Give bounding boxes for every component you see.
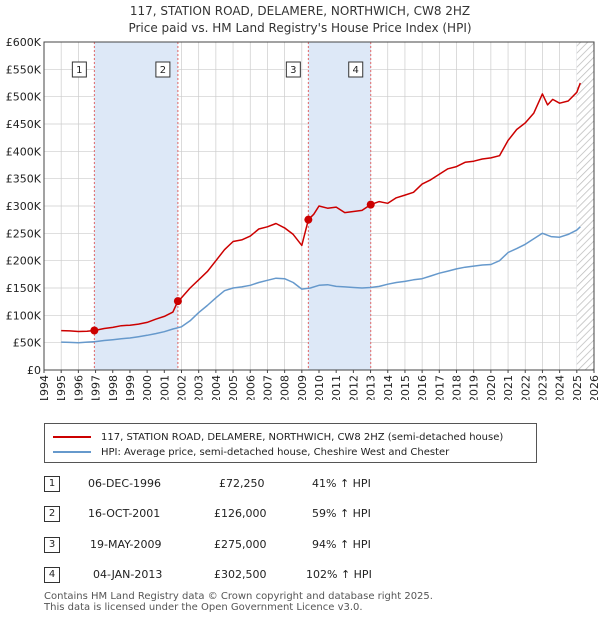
y-tick-label: £250K <box>6 227 42 240</box>
sale-hpi: 41% ↑ HPI <box>312 477 371 490</box>
sale-badge: 2 <box>44 506 60 522</box>
shaded-period <box>94 42 178 370</box>
x-tick-label: 2023 <box>536 375 549 400</box>
x-tick-label: 2009 <box>296 375 309 400</box>
sale-label-text: 2 <box>160 65 166 76</box>
sale-label-4: 4 <box>348 61 364 78</box>
sale-date: 06-DEC-1996 <box>88 477 162 490</box>
sale-point <box>173 297 182 306</box>
x-tick-label: 2006 <box>244 375 257 400</box>
sale-date: 16-OCT-2001 <box>88 507 161 520</box>
y-tick-label: £50K <box>13 337 42 350</box>
x-tick-label: 2026 <box>588 375 600 400</box>
legend-swatch-property <box>53 436 91 438</box>
sale-label-3: 3 <box>285 61 301 78</box>
x-tick-label: 2020 <box>485 375 498 400</box>
sale-price: £72,250 <box>219 477 265 490</box>
sale-label-text: 1 <box>76 65 82 76</box>
x-tick-label: 2007 <box>261 375 274 400</box>
sale-badge: 1 <box>44 476 60 492</box>
shaded-period <box>308 42 371 370</box>
sale-point <box>90 326 99 335</box>
sale-point <box>304 215 313 224</box>
legend-item-property: 117, STATION ROAD, DELAMERE, NORTHWICH, … <box>53 430 503 444</box>
sale-hpi: 94% ↑ HPI <box>312 538 371 551</box>
y-tick-label: £450K <box>6 118 42 131</box>
sale-label-text: 3 <box>290 65 296 76</box>
x-tick-label: 2016 <box>416 375 429 400</box>
sale-date: 19-MAY-2009 <box>90 538 162 551</box>
x-tick-label: 2022 <box>519 375 532 400</box>
sale-point <box>366 200 375 209</box>
sale-hpi: 59% ↑ HPI <box>312 507 371 520</box>
footer-license: This data is licensed under the Open Gov… <box>44 602 363 613</box>
x-tick-label: 2011 <box>330 375 343 400</box>
y-tick-label: £400K <box>6 145 42 158</box>
x-tick-label: 2015 <box>399 375 412 400</box>
footer: Contains HM Land Registry data © Crown c… <box>44 591 433 613</box>
sale-badge: 3 <box>44 537 60 553</box>
x-tick-label: 2008 <box>279 375 292 400</box>
y-tick-label: £100K <box>6 309 42 322</box>
x-tick-label: 2000 <box>141 375 154 400</box>
sale-date: 04-JAN-2013 <box>93 568 163 581</box>
x-tick-label: 2002 <box>176 375 189 400</box>
x-tick-label: 2010 <box>313 375 326 400</box>
forecast-hatch <box>576 42 594 370</box>
y-tick-label: £0 <box>27 364 41 377</box>
x-tick-label: 1995 <box>55 375 68 400</box>
legend-label-hpi: HPI: Average price, semi-detached house,… <box>101 446 450 458</box>
y-tick-label: £350K <box>6 173 42 186</box>
x-tick-label: 2019 <box>468 375 481 400</box>
sale-label-text: 4 <box>353 65 359 76</box>
y-tick-label: £150K <box>6 282 42 295</box>
x-tick-label: 1999 <box>124 375 137 400</box>
sale-price: £302,500 <box>214 568 267 581</box>
legend: 117, STATION ROAD, DELAMERE, NORTHWICH, … <box>44 423 537 463</box>
x-tick-label: 2017 <box>433 375 446 400</box>
sale-label-box <box>285 61 301 78</box>
sale-price: £275,000 <box>214 538 267 551</box>
x-tick-label: 2018 <box>451 375 464 400</box>
footer-copyright: Contains HM Land Registry data © Crown c… <box>44 591 433 602</box>
series-line-property <box>61 82 582 333</box>
x-tick-label: 2001 <box>158 375 171 400</box>
sale-label-box <box>71 61 87 78</box>
y-tick-label: £500K <box>6 91 42 104</box>
y-tick-label: £550K <box>6 63 42 76</box>
sale-badge: 4 <box>44 567 60 583</box>
y-tick-label: £200K <box>6 255 42 268</box>
y-tick-label: £600K <box>6 36 42 49</box>
chart-title: 117, STATION ROAD, DELAMERE, NORTHWICH, … <box>129 4 471 18</box>
y-tick-label: £300K <box>6 200 42 213</box>
x-tick-label: 1997 <box>90 375 103 400</box>
legend-label-property: 117, STATION ROAD, DELAMERE, NORTHWICH, … <box>101 431 504 443</box>
sale-label-1: 1 <box>71 61 87 78</box>
x-tick-label: 2013 <box>365 375 378 400</box>
x-tick-label: 2014 <box>382 375 395 400</box>
x-tick-label: 2025 <box>571 375 584 400</box>
x-tick-label: 2012 <box>347 375 360 400</box>
legend-swatch-hpi <box>53 451 91 453</box>
sale-label-2: 2 <box>155 61 171 78</box>
legend-item-hpi: HPI: Average price, semi-detached house,… <box>53 445 449 459</box>
x-tick-label: 2021 <box>502 375 515 400</box>
sale-hpi: 102% ↑ HPI <box>306 568 372 581</box>
price-chart: 1 2 3 4 £0 £50K £100K £150K £200K £250K £300K £350… <box>6 36 600 400</box>
sale-price: £126,000 <box>214 507 267 520</box>
x-tick-label: 2024 <box>554 375 567 400</box>
sale-label-box <box>155 61 171 78</box>
chart-subtitle: Price paid vs. HM Land Registry's House … <box>128 21 472 35</box>
x-tick-label: 2005 <box>227 375 240 400</box>
sale-label-box <box>348 61 364 78</box>
x-tick-label: 1996 <box>72 375 85 400</box>
x-tick-label: 1998 <box>107 375 120 400</box>
x-tick-label: 2004 <box>210 375 223 400</box>
x-tick-label: 1994 <box>38 375 51 400</box>
x-tick-label: 2003 <box>193 375 206 400</box>
series-line-hpi <box>61 226 581 344</box>
